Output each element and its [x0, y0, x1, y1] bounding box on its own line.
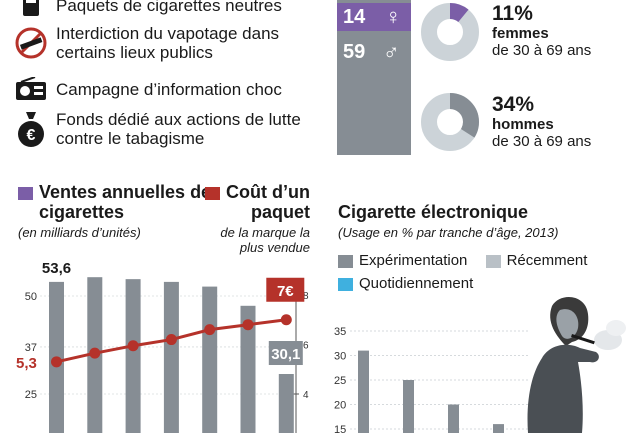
- sales-bar: [202, 286, 218, 433]
- y-tick-label: 20: [334, 400, 346, 412]
- male-row: 59 ♂: [337, 38, 411, 66]
- price-point: [242, 319, 254, 331]
- price-point: [280, 314, 292, 326]
- ecig-legend: Expérimentation Récemment Quotidiennemen…: [338, 252, 587, 292]
- no-vaping-icon: [14, 27, 48, 59]
- women-group: femmes: [492, 25, 549, 42]
- measure-item: Paquets de cigarettes neutres: [14, 0, 282, 20]
- legend-swatch-experimentation: [338, 254, 353, 268]
- sales-bar: [125, 279, 141, 433]
- male-value: 59: [343, 41, 366, 63]
- donut-men: [421, 93, 479, 151]
- price-point: [51, 356, 62, 368]
- legend-swatch-recemment: [485, 254, 501, 268]
- price-label-box: [266, 277, 305, 302]
- deaths-panel: 14 ♀ 59 ♂: [337, 0, 411, 155]
- measure-item: € Fonds dédié aux actions de lutte contr…: [14, 110, 301, 148]
- ecig-bar: [358, 350, 369, 433]
- donut-women: [421, 3, 479, 61]
- legend-label: Expérimentation: [359, 252, 468, 269]
- y-tick-label: 35: [334, 326, 346, 338]
- y-tick-label: 25: [334, 375, 346, 387]
- men-pct: 34%: [492, 93, 535, 116]
- radio-icon: [14, 74, 48, 104]
- men-stat: 34% hommes de 30 à 69 ans: [492, 93, 592, 151]
- sales-bar: [163, 281, 179, 433]
- y-tick-label: 30: [334, 351, 346, 363]
- ecig-subtitle: (Usage en % par tranche d’âge, 2013): [338, 225, 559, 240]
- legend-label: Récemment: [506, 252, 588, 269]
- measure-label: Campagne d’information choc: [56, 79, 282, 99]
- women-ages: de 30 à 69 ans: [492, 42, 592, 59]
- measure-label: Fonds dédié aux actions de lutte contre …: [56, 110, 301, 148]
- donut-men-slice: [421, 93, 479, 151]
- ecig-bar: [403, 380, 414, 433]
- ecig-chart: 35 30 25 20 15: [334, 326, 530, 433]
- price-title: Coût d’un paquet: [226, 182, 310, 222]
- legend-swatch-quotidiennement: [338, 277, 353, 291]
- cigarette-pack-icon: [14, 0, 48, 20]
- price-label-first: 5,3: [16, 355, 37, 372]
- sales-price-chart: 50 37 25 8 6 4 53,6 30,1 5,3 7€: [16, 260, 309, 433]
- purple-legend-swatch: [18, 186, 33, 200]
- sales-header: Ventes annuelles de cigarettes (en milli…: [18, 182, 229, 240]
- measure-item: Campagne d’information choc: [14, 74, 282, 104]
- price-tick-label: 8: [303, 291, 309, 302]
- legend-item-recemment: Récemment: [485, 252, 588, 269]
- female-value: 14: [343, 6, 366, 28]
- y-tick-label: 50: [25, 291, 37, 303]
- sales-bar: [240, 305, 256, 433]
- price-point: [89, 347, 101, 359]
- sales-label-box: [268, 341, 303, 366]
- women-pct: 11%: [492, 2, 533, 25]
- measure-label: Interdiction du vapotage dans certains l…: [56, 24, 280, 62]
- y-tick-label: 15: [334, 424, 346, 433]
- legend-label: Quotidiennement: [359, 275, 474, 292]
- male-icon: ♂: [383, 39, 400, 64]
- price-tick-label: 6: [303, 341, 309, 352]
- measure-item: Interdiction du vapotage dans certains l…: [14, 24, 296, 62]
- price-point: [204, 324, 216, 336]
- female-box: 14 ♀: [337, 3, 411, 31]
- price-point: [165, 334, 177, 346]
- sales-title: Ventes annuelles de cigarettes: [39, 182, 212, 222]
- svg-text:€: €: [27, 127, 36, 144]
- price-label-last: 7€: [277, 283, 294, 300]
- ecig-header: Cigarette électronique (Usage en % par t…: [338, 202, 558, 240]
- red-legend-swatch: [205, 186, 221, 200]
- measure-label: Paquets de cigarettes neutres: [56, 0, 282, 15]
- price-point: [127, 340, 139, 352]
- y-tick-label: 25: [25, 389, 37, 401]
- legend-item-quotidiennement: Quotidiennement: [338, 275, 587, 292]
- ecig-bar: [448, 404, 459, 433]
- sales-title-row: Ventes annuelles de cigarettes: [18, 182, 229, 222]
- price-subtitle: de la marque la plus vendue: [220, 225, 310, 255]
- sales-subtitle: (en milliards d’unités): [18, 225, 141, 240]
- price-title-row: Coût d’un paquet: [198, 182, 310, 222]
- sales-label-first: 53,6: [42, 260, 71, 277]
- ecig-title: Cigarette électronique: [338, 202, 529, 222]
- sales-label-last: 30,1: [271, 346, 300, 363]
- euro-money-bag-icon: €: [14, 112, 48, 147]
- price-tick-label: 4: [303, 390, 309, 401]
- women-stat: 11% femmes de 30 à 69 ans: [492, 2, 592, 60]
- legend-item-experimentation: Expérimentation: [338, 252, 467, 269]
- donut-women-slice: [421, 3, 479, 61]
- sales-bar: [278, 374, 294, 433]
- men-ages: de 30 à 69 ans: [492, 133, 592, 150]
- woman-vaping-illustration: [527, 296, 626, 433]
- y-tick-label: 37: [25, 342, 37, 354]
- men-group: hommes: [492, 116, 554, 133]
- price-header: Coût d’un paquet de la marque la plus ve…: [198, 182, 310, 255]
- ecig-bar: [493, 424, 504, 433]
- female-icon: ♀: [385, 4, 402, 29]
